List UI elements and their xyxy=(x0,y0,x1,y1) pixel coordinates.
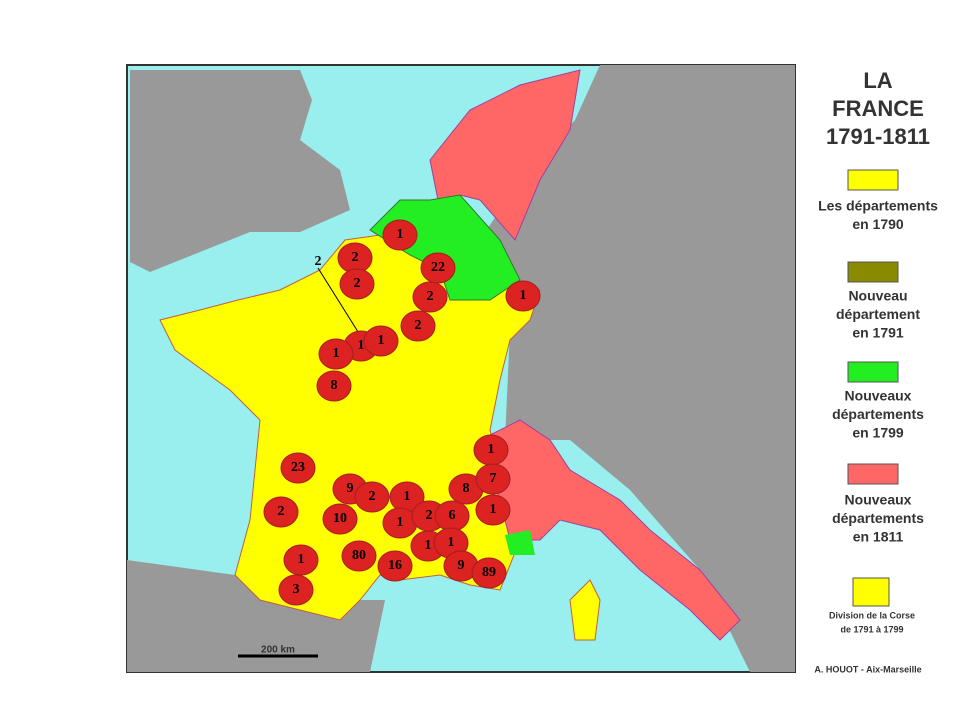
legend-text: en 1811 xyxy=(853,529,904,545)
department-count: 7 xyxy=(490,471,497,486)
continent xyxy=(480,65,795,672)
legend: LA FRANCE 1791-1811 Les départements en 1790… xyxy=(818,68,938,635)
legend-swatch xyxy=(847,361,899,383)
red-department xyxy=(475,463,511,495)
department-count: 2 xyxy=(352,250,359,265)
red-department xyxy=(280,452,316,484)
legend-text: départements xyxy=(832,510,924,526)
legend-text: en 1799 xyxy=(852,425,904,441)
department-count: 23 xyxy=(291,460,305,475)
scale-label: 200 km xyxy=(261,645,295,656)
red-department xyxy=(471,557,507,589)
credit: A. HOUOT - Aix-Marseille xyxy=(814,664,921,674)
red-department xyxy=(354,481,390,513)
department-count: 80 xyxy=(352,548,366,563)
legend-text: Nouveaux xyxy=(845,388,912,404)
nice-1799 xyxy=(505,530,535,555)
department-count: 2 xyxy=(354,276,361,291)
red-department xyxy=(412,281,448,313)
red-department xyxy=(382,219,418,251)
legend-swatch xyxy=(847,261,899,283)
department-count: 2 xyxy=(315,254,322,269)
department-count: 6 xyxy=(449,508,456,523)
department-count: 1 xyxy=(358,338,365,353)
department-count: 9 xyxy=(347,481,354,496)
legend-swatch xyxy=(852,577,890,607)
department-count: 9 xyxy=(458,558,465,573)
corsica xyxy=(569,579,601,641)
legend-text: départements xyxy=(832,406,924,422)
department-count: 89 xyxy=(482,565,496,580)
red-department xyxy=(505,280,541,312)
department-count: 2 xyxy=(369,489,376,504)
department-count: 2 xyxy=(427,289,434,304)
department-count: 8 xyxy=(463,481,470,496)
department-count: 2 xyxy=(426,508,433,523)
legend-text: Nouveau xyxy=(848,288,907,304)
legend-text: département xyxy=(836,306,920,322)
red-department xyxy=(318,338,354,370)
legend-title: FRANCE xyxy=(832,96,924,121)
legend-text: en 1791 xyxy=(852,325,904,341)
department-count: 1 xyxy=(397,227,404,242)
legend-text: Nouveaux xyxy=(845,492,912,508)
legend-title: 1791-1811 xyxy=(826,124,930,149)
britain xyxy=(130,70,350,272)
legend-text: Division de la Corse xyxy=(829,610,915,620)
department-count: 1 xyxy=(298,552,305,567)
leader-line xyxy=(317,267,361,336)
department-count: 1 xyxy=(488,442,495,457)
red-department xyxy=(263,496,299,528)
red-department xyxy=(316,370,352,402)
department-count: 1 xyxy=(425,538,432,553)
legend-swatch xyxy=(847,169,899,191)
red-department xyxy=(322,503,358,535)
legend-swatch xyxy=(847,463,899,485)
spain xyxy=(127,560,385,672)
red-department xyxy=(283,544,319,576)
red-department xyxy=(341,540,377,572)
department-count: 2 xyxy=(415,318,422,333)
red-department xyxy=(339,268,375,300)
department-count: 1 xyxy=(378,333,385,348)
department-count: 8 xyxy=(331,378,338,393)
department-count: 2 xyxy=(278,504,285,519)
department-count: 16 xyxy=(388,558,402,573)
red-department xyxy=(400,310,436,342)
department-count: 1 xyxy=(520,288,527,303)
legend-title: LA xyxy=(863,68,892,93)
department-count: 1 xyxy=(448,535,455,550)
department-count: 1 xyxy=(397,515,404,530)
legend-text: de 1791 à 1799 xyxy=(840,624,903,634)
department-count: 1 xyxy=(490,502,497,517)
red-department xyxy=(363,325,399,357)
legend-text: en 1790 xyxy=(852,216,904,232)
department-count: 1 xyxy=(404,489,411,504)
red-department xyxy=(278,574,314,606)
legend-text: Les départements xyxy=(818,198,938,214)
department-count: 1 xyxy=(333,346,340,361)
red-department xyxy=(475,494,511,526)
department-count: 10 xyxy=(333,511,347,526)
department-count: 3 xyxy=(293,582,300,597)
red-department xyxy=(420,252,456,284)
red-department xyxy=(377,550,413,582)
department-count: 22 xyxy=(431,260,445,275)
